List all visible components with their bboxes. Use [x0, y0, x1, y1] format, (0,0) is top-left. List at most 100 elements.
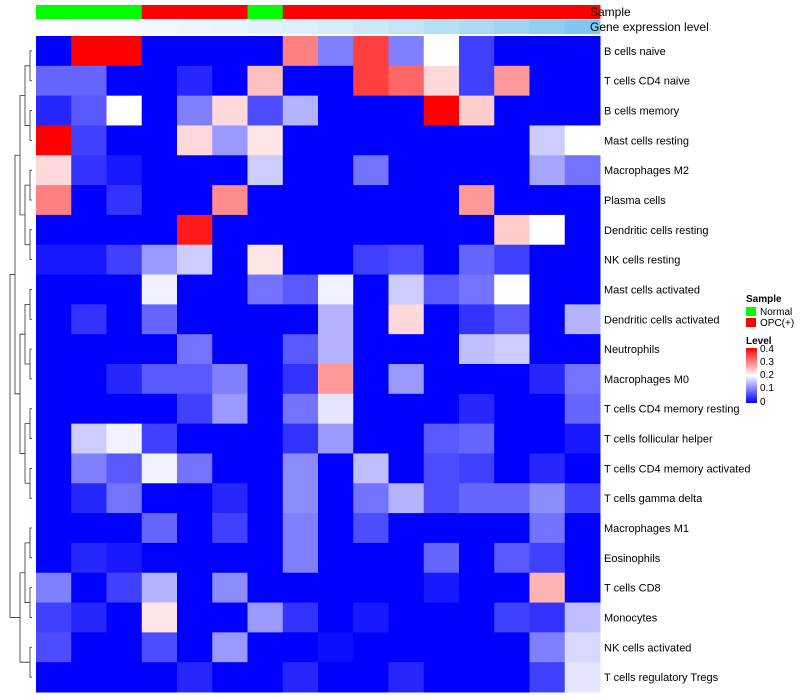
- heatmap-cell: [353, 65, 389, 97]
- level-tick-0.4: 0.4: [760, 344, 774, 355]
- row-label: T cells CD4 memory resting: [604, 404, 740, 416]
- expression-annotation-cell: [388, 20, 425, 34]
- heatmap-cell: [494, 334, 530, 365]
- heatmap-cell: [529, 542, 566, 574]
- heatmap-cell: [247, 95, 284, 126]
- expression-annotation-cell: [212, 20, 248, 34]
- heatmap-cell: [388, 95, 425, 126]
- heatmap-cell: [459, 602, 495, 633]
- heatmap-cell: [177, 632, 213, 663]
- heatmap-cell: [459, 155, 495, 186]
- heatmap-cell: [353, 453, 389, 484]
- heatmap-cell: [529, 244, 566, 276]
- heatmap-cell: [494, 304, 530, 335]
- heatmap-cell: [494, 185, 530, 216]
- heatmap-cell: [71, 453, 107, 484]
- row-label: Macrophages M1: [604, 523, 689, 535]
- heatmap-cell: [212, 513, 248, 544]
- heatmap-cell: [423, 155, 460, 186]
- level-tick-0.2: 0.2: [760, 370, 774, 381]
- level-legend-title: Level: [746, 336, 772, 347]
- row-labels: B cells naive T cells CD4 naive B cells me…: [604, 46, 751, 684]
- heatmap-cell: [212, 632, 248, 663]
- heatmap-cell: [212, 393, 248, 425]
- level-tick-0.1: 0.1: [760, 383, 774, 394]
- heatmap-cell: [423, 334, 460, 365]
- heatmap-cell: [318, 364, 354, 395]
- heatmap-cell: [423, 453, 460, 484]
- dendrogram-branch: [29, 289, 32, 320]
- heatmap-cell: [494, 214, 530, 246]
- heatmap-cell: [36, 453, 72, 484]
- heatmap-cell: [177, 304, 213, 335]
- heatmap-cell: [106, 662, 143, 693]
- row-label: Eosinophils: [604, 553, 661, 565]
- expression-annotation-cell: [459, 20, 495, 34]
- heatmap-cell: [177, 483, 213, 514]
- heatmap-cell: [247, 274, 284, 305]
- heatmap-cell: [494, 393, 530, 425]
- heatmap-cell: [212, 125, 248, 156]
- heatmap-cell: [423, 125, 460, 156]
- heatmap-cell: [106, 542, 143, 574]
- heatmap-cell: [459, 453, 495, 484]
- heatmap-cell: [318, 453, 354, 484]
- heatmap-cell: [36, 214, 72, 246]
- heatmap-cell: [388, 155, 425, 186]
- heatmap-cell: [212, 244, 248, 276]
- heatmap-cell: [388, 334, 425, 365]
- row-label: Macrophages M0: [604, 374, 689, 386]
- row-label: Mast cells activated: [604, 284, 700, 296]
- heatmap-cell: [106, 274, 143, 305]
- heatmap-cell: [494, 274, 530, 305]
- sample-annotation-cell: [141, 5, 178, 19]
- heatmap-cell: [247, 393, 284, 425]
- heatmap-cell: [494, 364, 530, 395]
- row-label: Neutrophils: [604, 344, 660, 356]
- heatmap-cell: [564, 65, 601, 97]
- heatmap-cell: [459, 244, 495, 276]
- heatmap-cell: [282, 662, 319, 693]
- row-label: T cells regulatory Tregs: [604, 672, 719, 684]
- heatmap-cell: [564, 334, 601, 365]
- heatmap-cell: [423, 36, 460, 67]
- heatmap-cell: [141, 453, 178, 484]
- heatmap-cell: [247, 364, 284, 395]
- heatmap-cell: [353, 542, 389, 574]
- heatmap-cell: [36, 125, 72, 156]
- heatmap-cell: [71, 393, 107, 425]
- heatmap-cell: [212, 602, 248, 633]
- heatmap-cell: [71, 364, 107, 395]
- sample-annotation-cell: [459, 5, 495, 19]
- heatmap-cell: [423, 542, 460, 574]
- row-label: Monocytes: [604, 612, 658, 624]
- heatmap-cell: [459, 125, 495, 156]
- heatmap-cell: [247, 185, 284, 216]
- heatmap-cell: [71, 244, 107, 276]
- heatmap-cell: [106, 513, 143, 544]
- heatmap-cell: [71, 513, 107, 544]
- dendrogram-branch: [29, 348, 32, 380]
- heatmap-cell: [529, 214, 566, 246]
- heatmap-cell: [71, 155, 107, 186]
- heatmap-cell: [423, 274, 460, 305]
- expression-annotation-cell: [141, 20, 178, 34]
- heatmap-cell: [318, 662, 354, 693]
- heatmap-cell: [106, 125, 143, 156]
- heatmap-cell: [423, 632, 460, 663]
- heatmap-cell: [564, 602, 601, 633]
- heatmap-cell: [529, 364, 566, 395]
- annotation-label-sample: Sample: [590, 5, 631, 19]
- level-tick-0: 0: [760, 397, 766, 408]
- heatmap-cell: [106, 185, 143, 216]
- heatmap-cell: [318, 572, 354, 604]
- heatmap-cell: [282, 602, 319, 633]
- heatmap-cell: [318, 304, 354, 335]
- heatmap-cell: [353, 572, 389, 604]
- expression-annotation-cell: [71, 20, 107, 34]
- heatmap-cell: [177, 572, 213, 604]
- heatmap-cell: [353, 36, 389, 67]
- dendrogram-branch: [29, 229, 32, 261]
- heatmap-cell: [459, 274, 495, 305]
- heatmap-cell: [141, 513, 178, 544]
